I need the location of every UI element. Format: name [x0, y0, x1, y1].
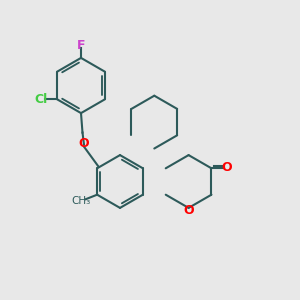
Text: O: O	[183, 204, 194, 217]
Text: O: O	[222, 160, 232, 174]
Text: Cl: Cl	[34, 93, 47, 106]
Text: F: F	[77, 39, 85, 52]
Text: O: O	[79, 136, 89, 150]
Text: CH₃: CH₃	[71, 196, 90, 206]
